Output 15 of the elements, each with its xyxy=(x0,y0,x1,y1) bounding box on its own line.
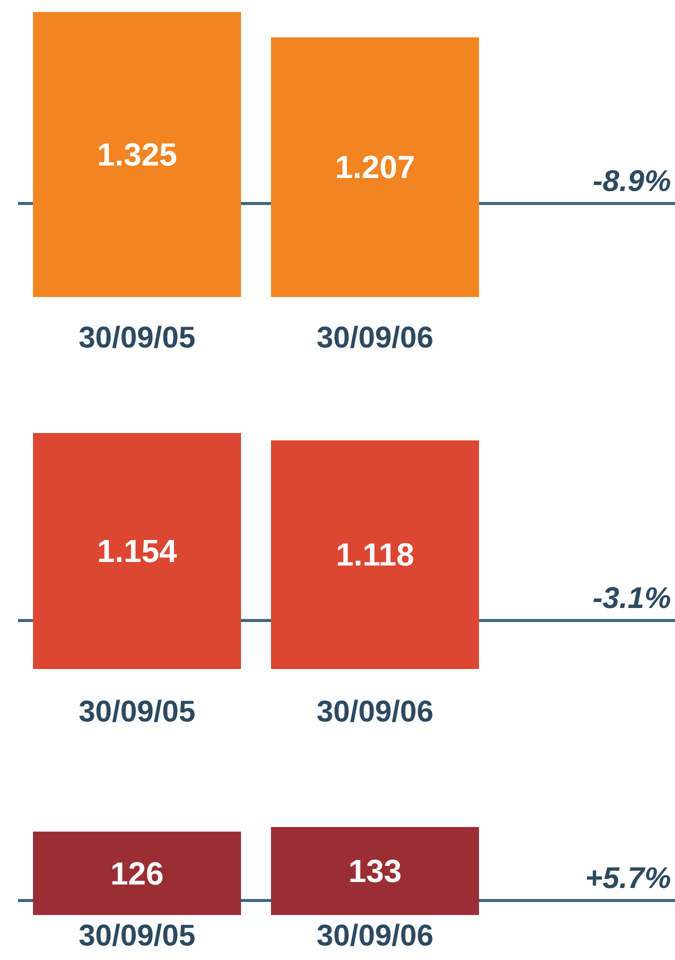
data-label: 126 xyxy=(110,855,164,892)
annotation: +5.7% xyxy=(585,862,671,895)
x-tick-label: 30/09/06 xyxy=(316,920,434,952)
data-label: 1.118 xyxy=(336,536,414,573)
data-label: 1.154 xyxy=(96,533,178,569)
data-label: 1.207 xyxy=(334,149,416,186)
annotation: -3.1% xyxy=(592,582,671,615)
x-tick-label: 30/09/05 xyxy=(78,920,196,952)
x-tick-label: 30/09/05 xyxy=(78,696,196,728)
x-tick-label: 30/09/05 xyxy=(78,322,196,354)
annotation: -8.9% xyxy=(592,165,671,198)
x-tick-label: 30/09/06 xyxy=(316,696,434,728)
data-label: 1.325 xyxy=(96,136,178,172)
x-tick-label: 30/09/06 xyxy=(316,322,434,354)
data-label: 133 xyxy=(348,853,402,889)
